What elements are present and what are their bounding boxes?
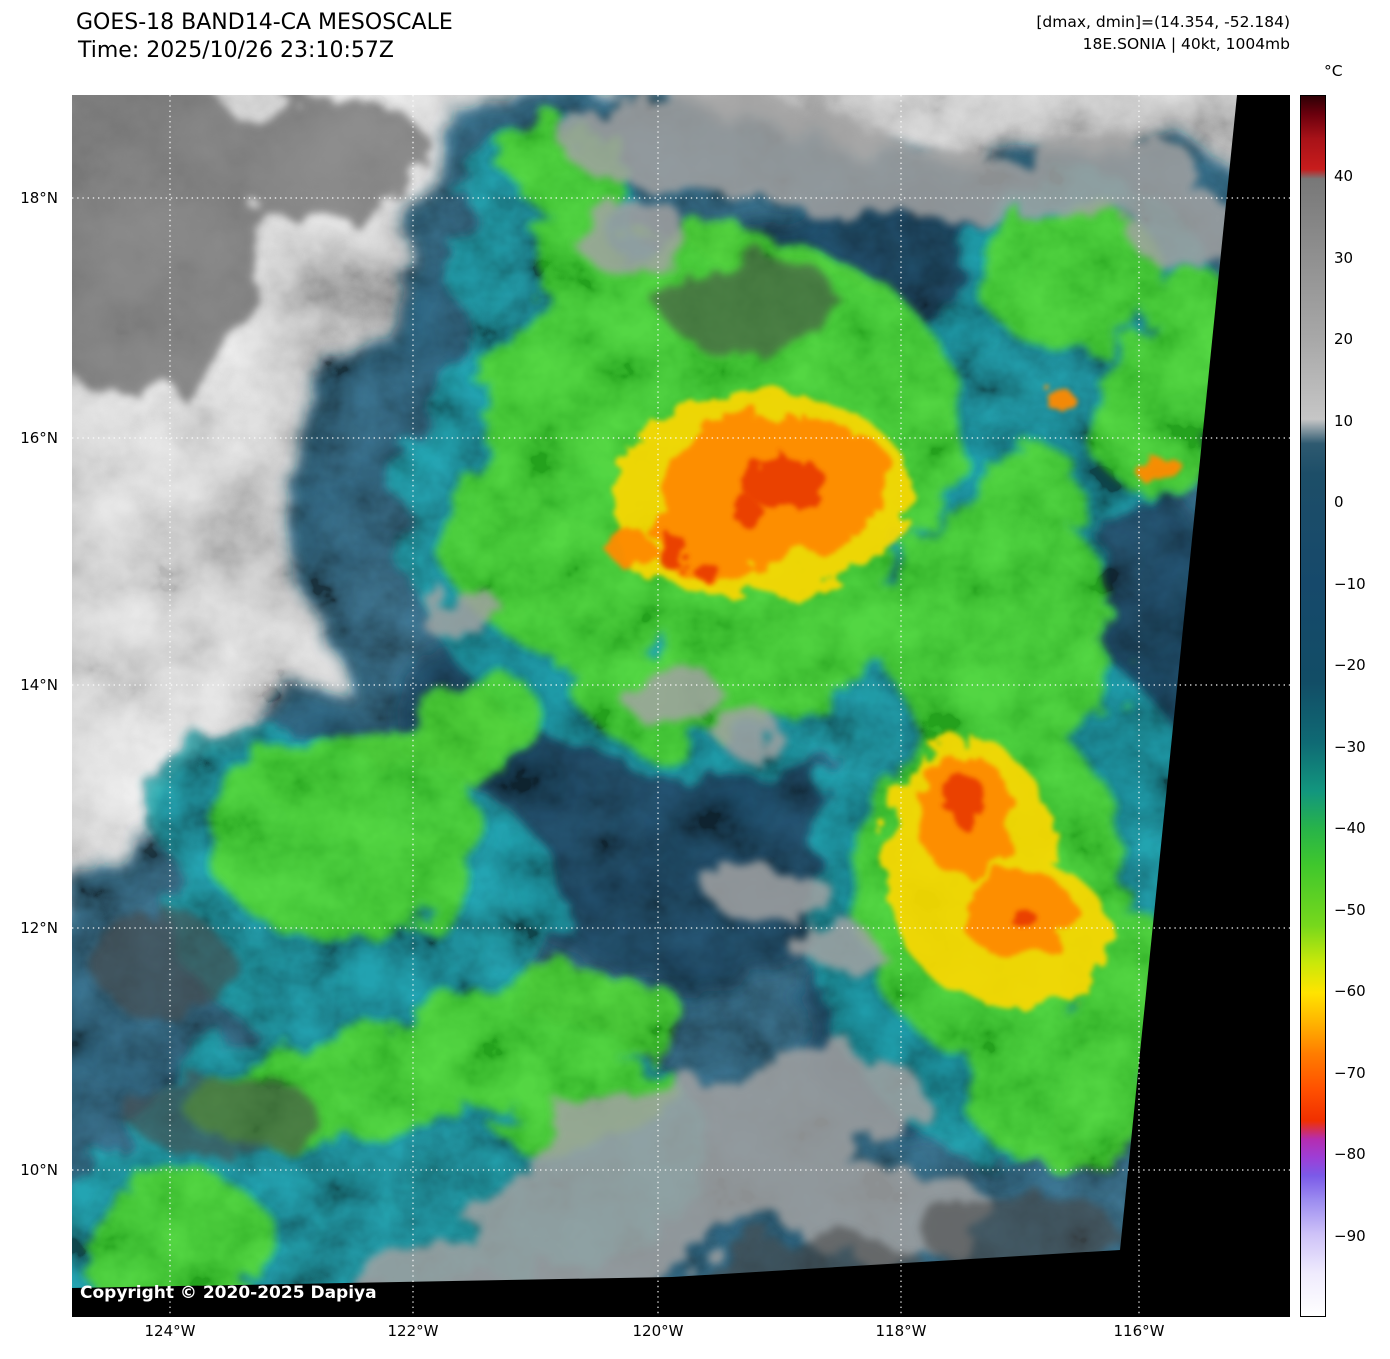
latitude-axis: 18°N 16°N 14°N 12°N 10°N	[0, 95, 64, 1317]
colorbar-tick-label: 40	[1334, 167, 1354, 186]
lon-label-116w: 116°W	[1113, 1322, 1165, 1340]
longitude-axis: 124°W 122°W 120°W 118°W 116°W	[72, 1322, 1290, 1352]
grid-overlay	[72, 95, 1290, 1317]
cloud-layer-red-cores	[655, 457, 1035, 927]
colorbar-tick-label: 20	[1334, 330, 1354, 349]
timestamp-label: Time: 2025/10/26 23:10:57Z	[78, 38, 394, 63]
dmax-dmin-annotation: [dmax, dmin]=(14.354, -52.184)	[1036, 13, 1290, 31]
lon-label-124w: 124°W	[144, 1322, 196, 1340]
colorbar-gradient	[1300, 95, 1326, 1317]
lon-label-120w: 120°W	[632, 1322, 684, 1340]
colorbar-tick-label: −90	[1334, 1226, 1366, 1245]
satellite-image-frame: Copyright © 2020-2025 Dapiya	[72, 95, 1290, 1317]
colorbar-tick-label: −50	[1334, 900, 1366, 919]
cloud-layer-gray-patches	[357, 95, 1237, 1288]
colorbar-tick-label: −60	[1334, 982, 1366, 1001]
lat-label-14n: 14°N	[20, 676, 58, 694]
lat-label-18n: 18°N	[20, 189, 58, 207]
page-title: GOES-18 BAND14-CA MESOSCALE	[76, 10, 453, 35]
storm-info-annotation: 18E.SONIA | 40kt, 1004mb	[1082, 35, 1290, 53]
lon-label-122w: 122°W	[387, 1322, 439, 1340]
colorbar-tick-label: −40	[1334, 819, 1366, 838]
copyright-text: Copyright © 2020-2025 Dapiya	[80, 1283, 377, 1303]
colorbar-ticks: 40 30 20 10 0 −10 −20 −30 −40 −50 −60 −70 −80 −90	[1334, 95, 1388, 1317]
lon-label-118w: 118°W	[875, 1322, 927, 1340]
colorbar-tick-label: 30	[1334, 248, 1354, 267]
colorbar-tick-label: 10	[1334, 411, 1354, 430]
colorbar-tick-label: −30	[1334, 737, 1366, 756]
lat-label-12n: 12°N	[20, 919, 58, 937]
lat-label-16n: 16°N	[20, 429, 58, 447]
lat-label-10n: 10°N	[20, 1161, 58, 1179]
colorbar-tick-label: −10	[1334, 574, 1366, 593]
satellite-image	[72, 95, 1290, 1317]
colorbar-tick-label: −20	[1334, 656, 1366, 675]
colorbar-tick-label: −70	[1334, 1063, 1366, 1082]
colorbar-unit-label: °C	[1324, 62, 1343, 80]
colorbar-tick-label: 0	[1334, 493, 1344, 512]
colorbar-tick-label: −80	[1334, 1145, 1366, 1164]
